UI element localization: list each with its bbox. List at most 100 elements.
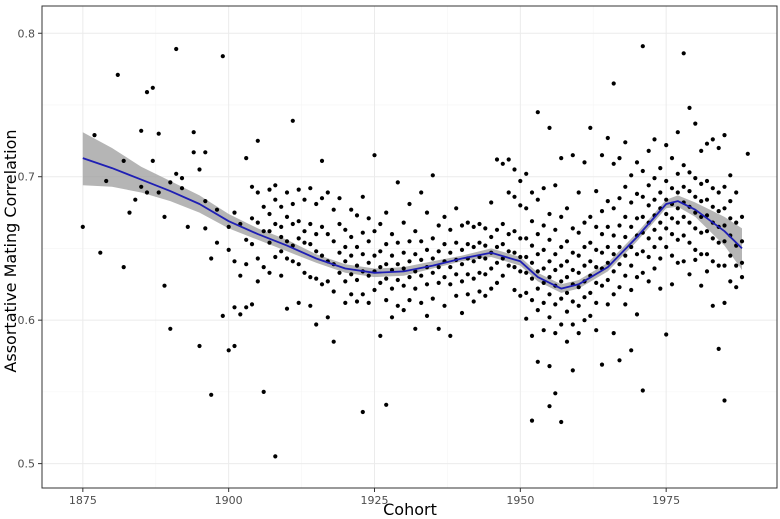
data-point — [465, 292, 470, 297]
data-point — [407, 259, 412, 264]
data-point — [273, 454, 278, 459]
data-point — [413, 229, 418, 234]
data-point — [325, 190, 330, 195]
data-point — [547, 315, 552, 320]
data-point — [675, 206, 680, 211]
data-point — [699, 283, 704, 288]
data-point — [319, 253, 325, 258]
data-point — [255, 138, 260, 143]
data-point — [144, 190, 150, 195]
data-point — [419, 190, 424, 195]
data-point — [267, 240, 272, 245]
data-point — [704, 269, 710, 274]
data-point — [296, 300, 301, 305]
data-point — [594, 280, 599, 285]
data-point — [582, 263, 587, 268]
data-point — [150, 158, 155, 163]
data-point — [693, 194, 698, 199]
data-point — [494, 280, 500, 285]
data-point — [448, 227, 453, 232]
data-point — [640, 214, 645, 219]
data-point — [279, 234, 284, 240]
data-point — [559, 244, 564, 250]
data-point — [337, 250, 342, 255]
data-point — [564, 206, 570, 211]
data-point — [693, 247, 698, 252]
data-point — [500, 256, 505, 261]
data-point — [459, 223, 465, 228]
data-point — [255, 279, 260, 284]
data-point — [92, 133, 97, 138]
data-point — [413, 326, 418, 331]
data-point — [267, 211, 272, 217]
data-point — [687, 272, 692, 277]
data-point — [722, 133, 727, 138]
data-point — [319, 282, 325, 287]
data-point — [634, 252, 640, 257]
data-point — [611, 292, 616, 297]
data-point — [436, 249, 441, 254]
data-point — [389, 286, 395, 291]
data-point — [518, 269, 523, 274]
data-point — [693, 226, 698, 231]
data-point — [249, 216, 255, 221]
data-point — [314, 322, 319, 327]
data-point — [483, 243, 488, 248]
data-point — [366, 239, 371, 244]
data-point — [389, 315, 395, 320]
data-point — [535, 269, 540, 274]
data-point — [576, 285, 581, 290]
data-point — [681, 184, 686, 189]
data-point — [296, 262, 301, 267]
data-point — [722, 184, 727, 189]
data-point — [419, 300, 424, 305]
data-point — [232, 259, 237, 264]
data-point — [273, 197, 278, 202]
data-point — [261, 389, 266, 394]
data-point — [535, 308, 540, 313]
data-point — [669, 156, 675, 161]
data-point — [203, 199, 208, 204]
data-point — [611, 161, 616, 166]
data-point — [127, 210, 132, 215]
data-point — [366, 300, 371, 305]
data-point — [442, 303, 447, 308]
data-point — [623, 273, 628, 278]
data-point — [716, 263, 721, 268]
data-point — [162, 283, 167, 288]
x-tick-label: 1925 — [361, 494, 389, 507]
data-point — [477, 289, 482, 294]
data-point — [500, 221, 505, 227]
data-point — [471, 224, 476, 229]
data-point — [623, 184, 628, 189]
data-point — [640, 249, 645, 254]
data-point — [168, 180, 173, 185]
data-point — [699, 199, 704, 204]
data-point — [594, 265, 599, 270]
data-point — [535, 359, 540, 364]
data-point — [401, 283, 406, 288]
data-point — [599, 153, 605, 158]
data-point — [529, 260, 535, 265]
data-point — [699, 148, 704, 153]
data-point — [232, 343, 237, 349]
data-point — [290, 259, 295, 264]
data-point — [570, 368, 575, 373]
data-point — [728, 199, 733, 204]
data-point — [599, 283, 605, 288]
data-point — [669, 253, 675, 258]
data-point — [337, 221, 342, 227]
data-point — [308, 186, 313, 191]
data-point — [308, 221, 313, 227]
data-point — [477, 270, 482, 275]
data-point — [389, 253, 395, 258]
data-point — [681, 259, 686, 264]
data-point — [197, 343, 202, 349]
data-point — [378, 249, 383, 254]
data-point — [605, 277, 610, 283]
data-point — [605, 199, 610, 204]
data-point — [384, 210, 389, 215]
data-point — [576, 190, 581, 195]
data-point — [547, 275, 552, 280]
data-point — [547, 404, 552, 409]
